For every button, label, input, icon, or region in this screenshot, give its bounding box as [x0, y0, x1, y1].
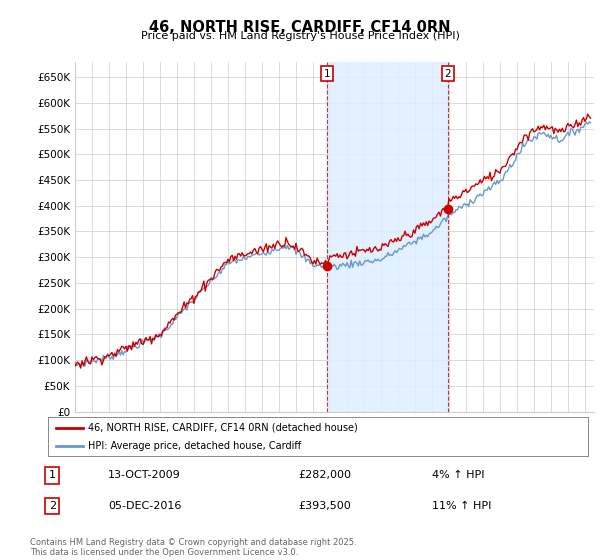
Bar	[326, 62, 448, 412]
Text: Contains HM Land Registry data © Crown copyright and database right 2025.
This d: Contains HM Land Registry data © Crown c…	[30, 538, 356, 557]
Text: 05-DEC-2016: 05-DEC-2016	[108, 501, 181, 511]
Text: £393,500: £393,500	[298, 501, 350, 511]
Text: 1: 1	[323, 69, 330, 78]
Text: HPI: Average price, detached house, Cardiff: HPI: Average price, detached house, Card…	[89, 441, 302, 451]
Text: Price paid vs. HM Land Registry's House Price Index (HPI): Price paid vs. HM Land Registry's House …	[140, 31, 460, 41]
Text: 2: 2	[445, 69, 451, 78]
Text: £282,000: £282,000	[298, 470, 351, 480]
Text: 13-OCT-2009: 13-OCT-2009	[108, 470, 181, 480]
Text: 2: 2	[49, 501, 56, 511]
Text: 46, NORTH RISE, CARDIFF, CF14 0RN (detached house): 46, NORTH RISE, CARDIFF, CF14 0RN (detac…	[89, 423, 358, 433]
Text: 46, NORTH RISE, CARDIFF, CF14 0RN: 46, NORTH RISE, CARDIFF, CF14 0RN	[149, 20, 451, 35]
Text: 1: 1	[49, 470, 56, 480]
Text: 11% ↑ HPI: 11% ↑ HPI	[432, 501, 491, 511]
Text: 4% ↑ HPI: 4% ↑ HPI	[432, 470, 484, 480]
